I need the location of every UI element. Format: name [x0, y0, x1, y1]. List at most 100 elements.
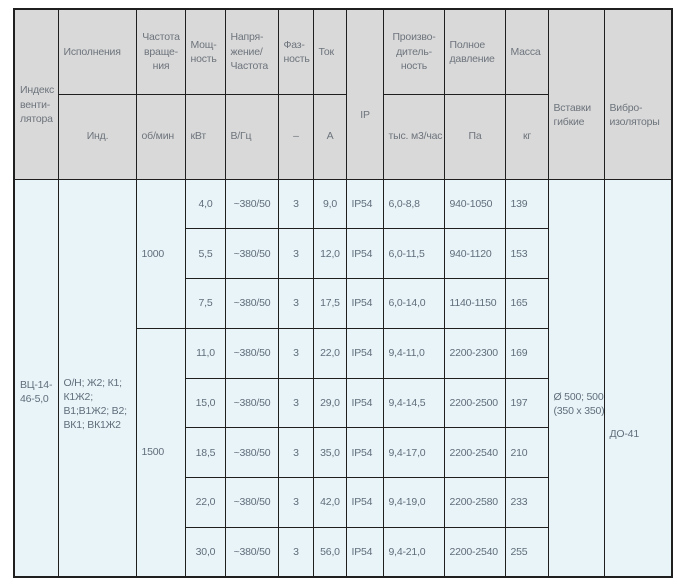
- cell-ip: IP54: [345, 228, 384, 279]
- cell-ip: IP54: [345, 526, 384, 578]
- cell-voltage: ~380/50: [224, 178, 279, 230]
- header-pressure: Полное давление: [443, 8, 506, 95]
- cell-voltage: ~380/50: [224, 228, 279, 279]
- header-current-unit: А: [312, 93, 347, 180]
- header-rotation-speed: Частота враще- ния: [135, 8, 186, 95]
- table-row: 18,5 ~380/50 3 35,0 IP54 9,4-17,0 2200-2…: [14, 427, 672, 478]
- header-phase: Фаз- ность: [277, 8, 314, 95]
- cell-ip: IP54: [345, 427, 384, 478]
- header-mass-unit: кг: [504, 93, 549, 180]
- cell-ip: IP54: [345, 477, 384, 528]
- cell-phase: 3: [277, 477, 314, 528]
- header-executions: Исполнения: [57, 8, 137, 95]
- cell-flex-inserts: Ø 500; 500 (350 x 350): [547, 178, 605, 578]
- fan-specs-table: Индекс венти- лятора Исполнения Частота …: [13, 8, 673, 578]
- cell-ip: IP54: [345, 278, 384, 329]
- table-row: 15,0 ~380/50 3 29,0 IP54 9,4-14,5 2200-2…: [14, 377, 672, 429]
- cell-voltage: ~380/50: [224, 526, 279, 578]
- header-fan-index: Индекс венти- лятора: [13, 8, 59, 180]
- table-row: 1500 11,0 ~380/50 3 22,0 IP54 9,4-11,0 2…: [14, 327, 672, 578]
- header-power: Мощ- ность: [184, 8, 226, 95]
- table-header: Индекс венти- лятора Исполнения Частота …: [13, 8, 673, 180]
- cell-voltage: ~380/50: [224, 477, 279, 528]
- cell-mass: 233: [504, 477, 549, 528]
- cell-current: 17,5: [312, 278, 347, 329]
- table-row: 30,0 ~380/50 3 56,0 IP54 9,4-21,0 2200-2…: [14, 526, 672, 578]
- cell-ip: IP54: [345, 178, 384, 230]
- cell-capacity: 6,0-14,0: [382, 278, 445, 329]
- cell-mass: 139: [504, 178, 549, 230]
- cell-capacity: 9,4-17,0: [382, 427, 445, 478]
- cell-power: 18,5: [184, 427, 226, 478]
- header-mass: Масса: [504, 8, 549, 95]
- cell-pressure: 940-1120: [443, 228, 506, 279]
- cell-power: 30,0: [184, 526, 226, 578]
- cell-current: 35,0: [312, 427, 347, 478]
- cell-rpm-1000: 1000: [135, 178, 186, 329]
- header-ip: IP: [345, 8, 384, 180]
- header-voltage-frequency: Напря- жение/ Частота: [224, 8, 279, 95]
- cell-phase: 3: [277, 526, 314, 578]
- table-row: 5,5 ~380/50 3 12,0 IP54 6,0-11,5 940-112…: [14, 228, 672, 279]
- cell-power: 22,0: [184, 477, 226, 528]
- header-rotation-speed-unit: об/мин: [135, 93, 186, 180]
- cell-mass: 165: [504, 278, 549, 329]
- cell-phase: 3: [277, 178, 314, 230]
- cell-mass: 169: [504, 327, 549, 379]
- cell-power: 5,5: [184, 228, 226, 279]
- header-executions-unit: Инд.: [57, 93, 137, 180]
- cell-mass: 197: [504, 377, 549, 429]
- cell-capacity: 6,0-11,5: [382, 228, 445, 279]
- cell-phase: 3: [277, 427, 314, 478]
- cell-current: 29,0: [312, 377, 347, 429]
- cell-power: 4,0: [184, 178, 226, 230]
- cell-current: 56,0: [312, 526, 347, 578]
- cell-phase: 3: [277, 228, 314, 279]
- cell-vibroisolators: ДО-41: [603, 178, 673, 578]
- cell-pressure: 2200-2500: [443, 377, 506, 429]
- cell-phase: 3: [277, 377, 314, 429]
- header-capacity-unit: тыс. м3/час: [382, 93, 445, 180]
- cell-fan-index: ВЦ-14- 46-5,0: [13, 178, 59, 578]
- header-row-units: Инд. об/мин кВт В/Гц – А тыс. м3/час Па …: [14, 93, 672, 180]
- cell-phase: 3: [277, 327, 314, 379]
- cell-capacity: 6,0-8,8: [382, 178, 445, 230]
- cell-capacity: 9,4-11,0: [382, 327, 445, 379]
- table-row: 22,0 ~380/50 3 42,0 IP54 9,4-19,0 2200-2…: [14, 477, 672, 528]
- page-content: Индекс венти- лятора Исполнения Частота …: [13, 8, 675, 578]
- table-row: ВЦ-14- 46-5,0 О/Н; Ж2; К1; К1Ж2; В1;В1Ж2…: [13, 178, 673, 578]
- header-power-unit: кВт: [184, 93, 226, 180]
- cell-power: 15,0: [184, 377, 226, 429]
- cell-rpm-1500: 1500: [135, 327, 186, 578]
- cell-phase: 3: [277, 278, 314, 329]
- cell-voltage: ~380/50: [224, 377, 279, 429]
- cell-pressure: 2200-2580: [443, 477, 506, 528]
- cell-capacity: 9,4-14,5: [382, 377, 445, 429]
- cell-mass: 255: [504, 526, 549, 578]
- cell-current: 12,0: [312, 228, 347, 279]
- header-phase-unit: –: [277, 93, 314, 180]
- cell-power: 11,0: [184, 327, 226, 379]
- header-voltage-unit: В/Гц: [224, 93, 279, 180]
- table-body: ВЦ-14- 46-5,0 О/Н; Ж2; К1; К1Ж2; В1;В1Ж2…: [13, 178, 673, 578]
- cell-pressure: 2200-2540: [443, 427, 506, 478]
- cell-ip: IP54: [345, 327, 384, 379]
- cell-mass: 153: [504, 228, 549, 279]
- cell-current: 22,0: [312, 327, 347, 379]
- cell-pressure: 940-1050: [443, 178, 506, 230]
- cell-ip: IP54: [345, 377, 384, 429]
- cell-voltage: ~380/50: [224, 427, 279, 478]
- header-vibroisolators: Вибро- изоляторы: [603, 8, 673, 180]
- cell-current: 9,0: [312, 178, 347, 230]
- cell-voltage: ~380/50: [224, 327, 279, 379]
- cell-current: 42,0: [312, 477, 347, 528]
- header-row-top: Индекс венти- лятора Исполнения Частота …: [13, 8, 673, 180]
- header-capacity: Произво- дитель- ность: [382, 8, 445, 95]
- cell-pressure: 1140-1150: [443, 278, 506, 329]
- cell-pressure: 2200-2300: [443, 327, 506, 379]
- header-flex-inserts: Вставки гибкие: [547, 8, 605, 180]
- cell-executions: О/Н; Ж2; К1; К1Ж2; В1;В1Ж2; В2; ВК1; ВК1…: [57, 178, 137, 578]
- cell-power: 7,5: [184, 278, 226, 329]
- header-current: Ток: [312, 8, 347, 95]
- cell-voltage: ~380/50: [224, 278, 279, 329]
